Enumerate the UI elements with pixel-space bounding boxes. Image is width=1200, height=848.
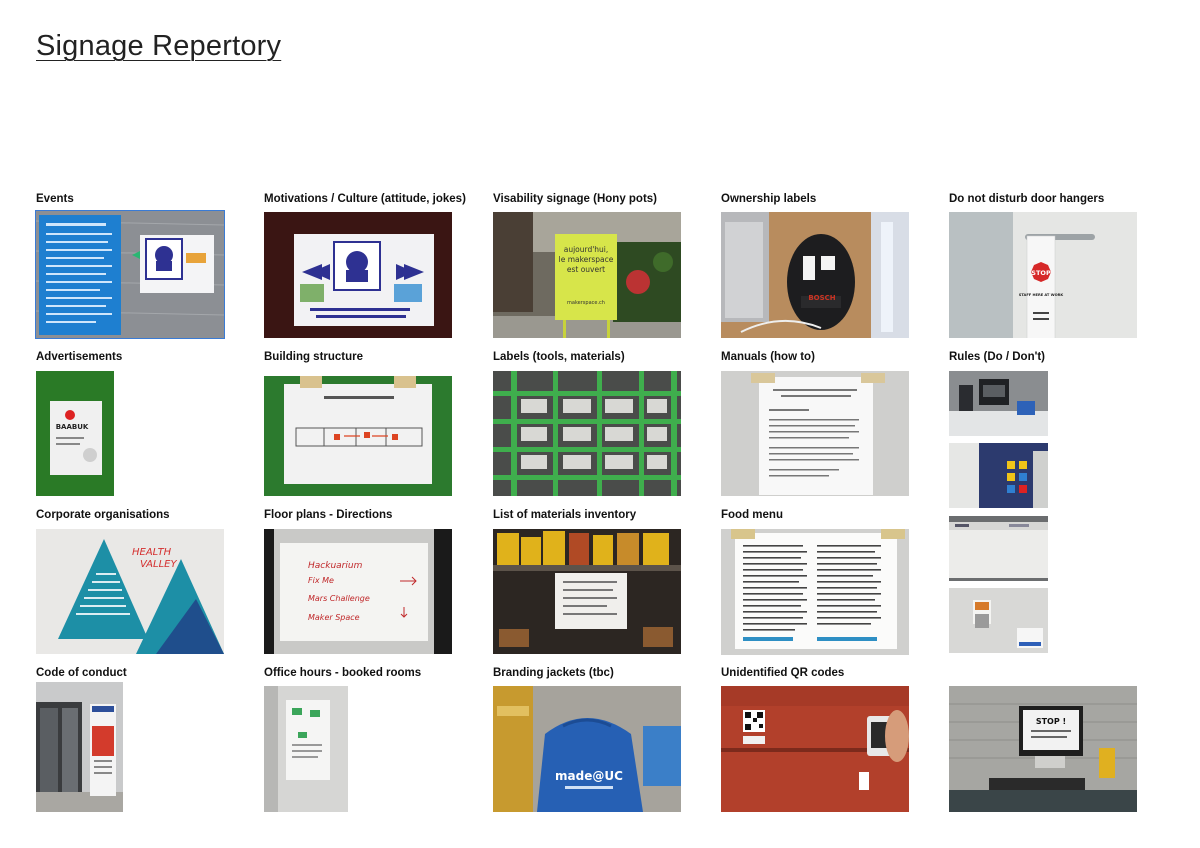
svg-text:BAABUK: BAABUK — [56, 423, 89, 431]
svg-text:makerspace.ch: makerspace.ch — [567, 300, 605, 306]
photo-branding[interactable]: made@UC — [493, 686, 681, 812]
photo-visability[interactable]: aujourd'hui, le makerspace est ouvert ma… — [493, 212, 681, 338]
photo-rules-3[interactable] — [949, 516, 1048, 581]
svg-text:est ouvert: est ouvert — [567, 265, 605, 274]
caption-building-structure: Building structure — [264, 351, 364, 363]
svg-text:made@UC: made@UC — [555, 769, 623, 783]
photo-ownership[interactable]: BOSCH — [721, 212, 909, 338]
svg-text:Mars Challenge: Mars Challenge — [308, 594, 370, 603]
photo-rules-1[interactable] — [949, 371, 1048, 436]
photo-building-structure[interactable] — [264, 376, 452, 496]
caption-events: Events — [36, 193, 74, 205]
caption-motivations: Motivations / Culture (attitude, jokes) — [264, 193, 466, 205]
photo-motivations[interactable] — [264, 212, 452, 338]
photo-rules-2[interactable] — [949, 443, 1048, 508]
caption-branding: Branding jackets (tbc) — [493, 667, 614, 679]
caption-labels: Labels (tools, materials) — [493, 351, 625, 363]
svg-text:STOP !: STOP ! — [1036, 717, 1066, 726]
caption-visability: Visability signage (Hony pots) — [493, 193, 658, 205]
photo-rules-4[interactable] — [949, 588, 1048, 653]
svg-text:STAFF HERE AT WORK: STAFF HERE AT WORK — [1019, 293, 1064, 297]
photo-events[interactable] — [35, 210, 225, 339]
photo-inventory[interactable] — [493, 529, 681, 654]
caption-qr-codes: Unidentified QR codes — [721, 667, 845, 679]
svg-text:STOP: STOP — [1031, 269, 1051, 277]
svg-text:Maker Space: Maker Space — [308, 613, 360, 622]
photo-food-menu[interactable] — [721, 529, 909, 655]
caption-do-not-disturb: Do not disturb door hangers — [949, 193, 1105, 205]
caption-corporate: Corporate organisations — [36, 509, 170, 521]
caption-ownership: Ownership labels — [721, 193, 817, 205]
photo-floor-plans[interactable]: Hackuarium Fix Me Mars Challenge Maker S… — [264, 529, 452, 654]
caption-office-hours: Office hours - booked rooms — [264, 667, 422, 679]
caption-manuals: Manuals (how to) — [721, 351, 815, 363]
caption-inventory: List of materials inventory — [493, 509, 637, 521]
page-title: Signage Repertory — [36, 30, 282, 62]
photo-corporate[interactable]: HEALTH VALLEY — [36, 529, 224, 654]
caption-food-menu: Food menu — [721, 509, 783, 521]
photo-code-of-conduct[interactable] — [36, 682, 123, 812]
caption-advertisements: Advertisements — [36, 351, 123, 363]
photo-qr-codes[interactable] — [721, 686, 909, 812]
svg-text:Hackuarium: Hackuarium — [308, 561, 363, 571]
caption-floor-plans: Floor plans - Directions — [264, 509, 393, 521]
photo-rules-stop[interactable]: STOP ! — [949, 686, 1137, 812]
svg-text:Fix Me: Fix Me — [308, 576, 334, 585]
photo-labels[interactable] — [493, 371, 681, 496]
photo-do-not-disturb[interactable]: STOP STAFF HERE AT WORK — [949, 212, 1137, 338]
photo-advertisements[interactable]: BAABUK — [36, 371, 114, 496]
svg-text:le makerspace: le makerspace — [559, 255, 614, 264]
caption-code-of-conduct: Code of conduct — [36, 667, 127, 679]
photo-office-hours[interactable] — [264, 686, 348, 812]
svg-text:aujourd'hui,: aujourd'hui, — [564, 245, 609, 254]
caption-rules: Rules (Do / Don't) — [949, 351, 1046, 363]
svg-text:HEALTH: HEALTH — [132, 547, 172, 558]
photo-manuals[interactable] — [721, 371, 909, 496]
svg-text:VALLEY: VALLEY — [140, 559, 177, 570]
svg-text:BOSCH: BOSCH — [808, 294, 835, 302]
